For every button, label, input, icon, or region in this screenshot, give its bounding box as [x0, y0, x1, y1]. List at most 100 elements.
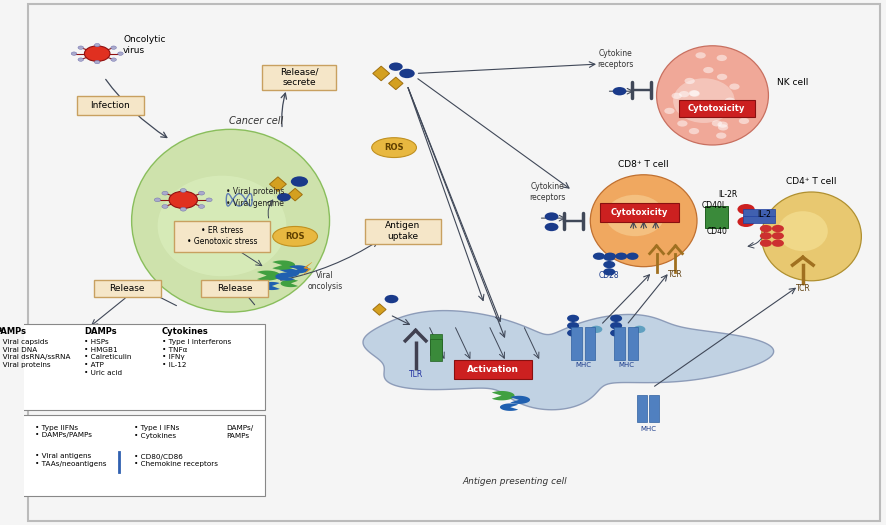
Circle shape — [14, 424, 30, 433]
Circle shape — [71, 52, 77, 55]
Circle shape — [95, 60, 100, 64]
Polygon shape — [281, 280, 298, 287]
Polygon shape — [1, 429, 14, 441]
Text: • Viral proteins
• Viral genome: • Viral proteins • Viral genome — [226, 187, 284, 207]
Circle shape — [633, 326, 645, 333]
Text: CD40L: CD40L — [702, 201, 727, 209]
Circle shape — [111, 432, 127, 442]
Text: CD4⁺ T cell: CD4⁺ T cell — [786, 177, 836, 186]
Circle shape — [123, 466, 133, 472]
Ellipse shape — [673, 78, 734, 123]
Circle shape — [78, 58, 83, 61]
Text: Release: Release — [110, 284, 145, 293]
Text: • Viral dsRNA/ssRNA: • Viral dsRNA/ssRNA — [0, 354, 70, 360]
FancyBboxPatch shape — [94, 280, 161, 298]
Circle shape — [613, 87, 626, 96]
Circle shape — [604, 253, 616, 260]
Text: Cytokine
receptors: Cytokine receptors — [529, 182, 565, 202]
Circle shape — [118, 52, 123, 55]
Circle shape — [98, 339, 103, 342]
Circle shape — [772, 239, 784, 247]
Polygon shape — [0, 422, 9, 435]
Polygon shape — [373, 66, 390, 81]
Circle shape — [718, 121, 727, 128]
Polygon shape — [389, 77, 403, 90]
Circle shape — [760, 239, 772, 247]
Polygon shape — [200, 429, 217, 444]
Text: Cancer cell: Cancer cell — [229, 116, 284, 126]
Text: Release/
secrete: Release/ secrete — [280, 67, 319, 87]
Circle shape — [162, 205, 168, 208]
Circle shape — [760, 232, 772, 239]
Text: • HSPs: • HSPs — [84, 339, 109, 345]
Circle shape — [739, 118, 750, 124]
Circle shape — [277, 193, 291, 202]
FancyBboxPatch shape — [679, 100, 755, 117]
Circle shape — [696, 52, 706, 58]
Text: Antigen
uptake: Antigen uptake — [385, 221, 420, 241]
Circle shape — [615, 253, 627, 260]
Text: • Type I interferons: • Type I interferons — [162, 339, 231, 345]
Text: • IL-12: • IL-12 — [162, 362, 186, 368]
Ellipse shape — [132, 129, 330, 312]
Polygon shape — [373, 304, 386, 315]
Circle shape — [729, 83, 740, 90]
Circle shape — [567, 329, 579, 337]
Circle shape — [105, 466, 115, 472]
Text: ROS: ROS — [285, 232, 305, 241]
Text: MHC: MHC — [640, 426, 656, 432]
Text: CD28: CD28 — [599, 271, 619, 280]
FancyBboxPatch shape — [201, 280, 268, 298]
Circle shape — [737, 216, 755, 227]
Circle shape — [68, 334, 91, 348]
Text: NK cell: NK cell — [777, 78, 808, 87]
Circle shape — [111, 46, 116, 49]
Circle shape — [593, 253, 605, 260]
Ellipse shape — [762, 192, 861, 281]
Text: • HMGB1: • HMGB1 — [84, 346, 118, 353]
Circle shape — [110, 424, 128, 435]
Circle shape — [689, 90, 700, 97]
Circle shape — [610, 322, 622, 329]
Text: Cytotoxicity: Cytotoxicity — [688, 104, 745, 113]
Circle shape — [13, 432, 27, 440]
Text: IL-2R: IL-2R — [719, 190, 738, 199]
Text: Antigen presenting cell: Antigen presenting cell — [462, 477, 567, 487]
Text: • Type IIFNs
• DAMPs/PAMPs: • Type IIFNs • DAMPs/PAMPs — [35, 425, 92, 438]
Circle shape — [389, 62, 403, 71]
Circle shape — [679, 91, 689, 97]
FancyBboxPatch shape — [600, 204, 679, 222]
Text: ⚡: ⚡ — [300, 261, 313, 279]
FancyBboxPatch shape — [0, 415, 265, 496]
Circle shape — [610, 329, 622, 337]
FancyBboxPatch shape — [571, 327, 582, 360]
Polygon shape — [289, 265, 309, 274]
Polygon shape — [257, 270, 281, 280]
Circle shape — [291, 176, 308, 187]
Circle shape — [92, 334, 97, 337]
Circle shape — [626, 253, 639, 260]
Text: Infection: Infection — [90, 101, 130, 110]
Text: CD40: CD40 — [706, 227, 727, 236]
Circle shape — [63, 334, 68, 337]
Text: • Uric acid: • Uric acid — [84, 370, 122, 376]
Polygon shape — [276, 272, 295, 281]
FancyBboxPatch shape — [431, 339, 442, 361]
Circle shape — [610, 314, 622, 322]
Circle shape — [57, 339, 62, 342]
Text: Cytokine
receptors: Cytokine receptors — [597, 49, 633, 69]
Ellipse shape — [590, 175, 697, 267]
Ellipse shape — [657, 46, 768, 145]
Circle shape — [603, 268, 615, 276]
Circle shape — [105, 454, 115, 460]
Circle shape — [688, 90, 699, 96]
Polygon shape — [195, 420, 214, 437]
Circle shape — [772, 232, 784, 239]
Text: • Viral proteins: • Viral proteins — [0, 362, 51, 368]
Text: • ATP: • ATP — [84, 362, 105, 368]
Circle shape — [737, 204, 755, 214]
Ellipse shape — [372, 138, 416, 158]
FancyBboxPatch shape — [649, 395, 659, 422]
Text: • Viral capsids: • Viral capsids — [0, 339, 48, 345]
Circle shape — [123, 460, 133, 466]
